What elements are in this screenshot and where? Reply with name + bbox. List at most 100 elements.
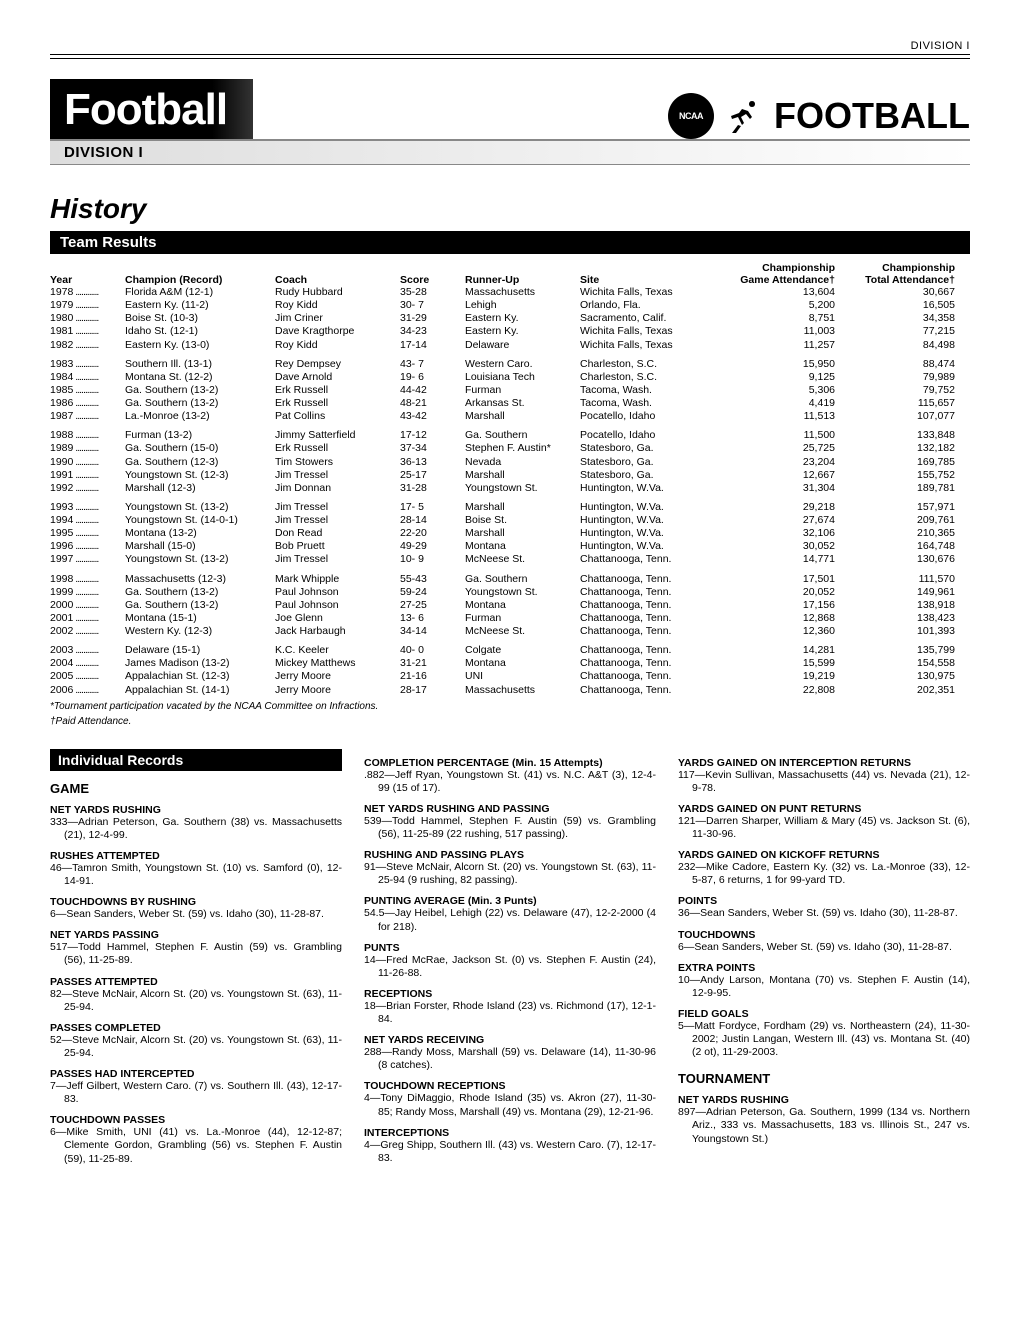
logo-row: NCAA FOOTBALL bbox=[668, 93, 970, 139]
runner-icon bbox=[724, 95, 764, 138]
record-heading: FIELD GOALS bbox=[678, 1008, 970, 1020]
record-body: 91—Steve McNair, Alcorn St. (20) vs. You… bbox=[364, 861, 656, 887]
table-row: 1987La.-Monroe (13-2)Pat Collins43-42Mar… bbox=[50, 410, 970, 423]
record-body: 18—Brian Forster, Rhode Island (23) vs. … bbox=[364, 1000, 656, 1026]
record-body: 54.5—Jay Heibel, Lehigh (22) vs. Delawar… bbox=[364, 907, 656, 933]
record-heading: RUSHES ATTEMPTED bbox=[50, 850, 342, 862]
record-body: 14—Fred McRae, Jackson St. (0) vs. Steph… bbox=[364, 954, 656, 980]
record-body: 10—Andy Larson, Montana (70) vs. Stephen… bbox=[678, 974, 970, 1000]
record-body: 46—Tamron Smith, Youngstown St. (10) vs.… bbox=[50, 862, 342, 888]
table-row: 1997Youngstown St. (13-2)Jim Tressel10- … bbox=[50, 553, 970, 566]
table-row: 1993Youngstown St. (13-2)Jim Tressel17- … bbox=[50, 501, 970, 514]
col-runner: Runner-Up bbox=[465, 274, 580, 286]
record-body: 82—Steve McNair, Alcorn St. (20) vs. You… bbox=[50, 988, 342, 1014]
col-year: Year bbox=[50, 274, 125, 286]
table-header-row: Year Champion (Record) Coach Score Runne… bbox=[50, 262, 970, 286]
ncaa-logo-icon: NCAA bbox=[668, 93, 714, 139]
record-body: 517—Todd Hammel, Stephen F. Austin (59) … bbox=[50, 941, 342, 967]
record-heading: PASSES HAD INTERCEPTED bbox=[50, 1068, 342, 1080]
record-heading: PUNTING AVERAGE (Min. 3 Punts) bbox=[364, 895, 656, 907]
record-body: 52—Steve McNair, Alcorn St. (20) vs. You… bbox=[50, 1034, 342, 1060]
table-row: 2002Western Ky. (12-3)Jack Harbaugh34-14… bbox=[50, 625, 970, 638]
record-body: 5—Matt Fordyce, Fordham (29) vs. Northea… bbox=[678, 1020, 970, 1059]
record-body: 36—Sean Sanders, Weber St. (59) vs. Idah… bbox=[678, 907, 970, 920]
record-heading: PUNTS bbox=[364, 942, 656, 954]
footnote-2: †Paid Attendance. bbox=[50, 716, 970, 727]
record-heading: RECEPTIONS bbox=[364, 988, 656, 1000]
record-body: 4—Greg Shipp, Southern Ill. (43) vs. Wes… bbox=[364, 1139, 656, 1165]
record-heading: NET YARDS PASSING bbox=[50, 929, 342, 941]
table-row: 2001Montana (15-1)Joe Glenn13- 6FurmanCh… bbox=[50, 612, 970, 625]
football-logo-text: FOOTBALL bbox=[774, 95, 970, 137]
table-row: 1989Ga. Southern (15-0)Erk Russell37-34S… bbox=[50, 442, 970, 455]
record-heading: YARDS GAINED ON PUNT RETURNS bbox=[678, 803, 970, 815]
record-heading: TOUCHDOWNS BY RUSHING bbox=[50, 896, 342, 908]
col-att1: ChampionshipGame Attendance† bbox=[715, 262, 835, 286]
records-col-1: Individual Records GAME NET YARDS RUSHIN… bbox=[50, 749, 342, 1166]
col-coach: Coach bbox=[275, 274, 400, 286]
record-heading: TOUCHDOWNS bbox=[678, 929, 970, 941]
tournament-heading: TOURNAMENT bbox=[678, 1071, 970, 1086]
team-results-table: Year Champion (Record) Coach Score Runne… bbox=[50, 262, 970, 697]
table-row: 2000Ga. Southern (13-2)Paul Johnson27-25… bbox=[50, 599, 970, 612]
record-heading: NET YARDS RECEIVING bbox=[364, 1034, 656, 1046]
table-row: 1995Montana (13-2)Don Read22-20MarshallH… bbox=[50, 527, 970, 540]
team-results-bar: Team Results bbox=[50, 231, 970, 254]
table-row: 1986Ga. Southern (13-2)Erk Russell48-21A… bbox=[50, 397, 970, 410]
record-body: 7—Jeff Gilbert, Western Caro. (7) vs. So… bbox=[50, 1080, 342, 1106]
records-col-3: YARDS GAINED ON INTERCEPTION RETURNS117—… bbox=[678, 749, 970, 1166]
record-body: 232—Mike Cadore, Eastern Ky. (32) vs. La… bbox=[678, 861, 970, 887]
table-row: 1980Boise St. (10-3)Jim Criner31-29Easte… bbox=[50, 312, 970, 325]
table-row: 1990Ga. Southern (12-3)Tim Stowers36-13N… bbox=[50, 456, 970, 469]
record-heading: YARDS GAINED ON INTERCEPTION RETURNS bbox=[678, 757, 970, 769]
table-row: 2004James Madison (13-2)Mickey Matthews3… bbox=[50, 657, 970, 670]
col-champion: Champion (Record) bbox=[125, 274, 275, 286]
game-heading: GAME bbox=[50, 781, 342, 796]
records-columns: Individual Records GAME NET YARDS RUSHIN… bbox=[50, 749, 970, 1166]
table-row: 1984Montana St. (12-2)Dave Arnold19- 6Lo… bbox=[50, 371, 970, 384]
record-body: 4—Tony DiMaggio, Rhode Island (35) vs. A… bbox=[364, 1092, 656, 1118]
table-row: 1982Eastern Ky. (13-0)Roy Kidd17-14Delaw… bbox=[50, 339, 970, 352]
table-row: 1981Idaho St. (12-1)Dave Kragthorpe34-23… bbox=[50, 325, 970, 338]
title-row: Football NCAA FOOTBALL bbox=[50, 79, 970, 139]
table-row: 1992Marshall (12-3)Jim Donnan31-28Youngs… bbox=[50, 482, 970, 495]
table-row: 1996Marshall (15-0)Bob Pruett49-29Montan… bbox=[50, 540, 970, 553]
table-row: 1985Ga. Southern (13-2)Erk Russell44-42F… bbox=[50, 384, 970, 397]
header-rule bbox=[50, 58, 970, 59]
record-heading: PASSES ATTEMPTED bbox=[50, 976, 342, 988]
records-col-2: COMPLETION PERCENTAGE (Min. 15 Attempts)… bbox=[364, 749, 656, 1166]
record-heading: EXTRA POINTS bbox=[678, 962, 970, 974]
table-row: 2005Appalachian St. (12-3)Jerry Moore21-… bbox=[50, 670, 970, 683]
table-row: 1988Furman (13-2)Jimmy Satterfield17-12G… bbox=[50, 429, 970, 442]
record-body: 539—Todd Hammel, Stephen F. Austin (59) … bbox=[364, 815, 656, 841]
record-body: 288—Randy Moss, Marshall (59) vs. Delawa… bbox=[364, 1046, 656, 1072]
record-heading: TOUCHDOWN RECEPTIONS bbox=[364, 1080, 656, 1092]
col-score: Score bbox=[400, 274, 465, 286]
record-heading: RUSHING AND PASSING PLAYS bbox=[364, 849, 656, 861]
page-title: Football bbox=[50, 79, 253, 139]
table-row: 1998Massachusetts (12-3)Mark Whipple55-4… bbox=[50, 573, 970, 586]
col-att2: ChampionshipTotal Attendance† bbox=[835, 262, 955, 286]
record-body: 333—Adrian Peterson, Ga. Southern (38) v… bbox=[50, 816, 342, 842]
table-row: 1994Youngstown St. (14-0-1)Jim Tressel28… bbox=[50, 514, 970, 527]
record-heading: POINTS bbox=[678, 895, 970, 907]
table-row: 1999Ga. Southern (13-2)Paul Johnson59-24… bbox=[50, 586, 970, 599]
record-body: 117—Kevin Sullivan, Massachusetts (44) v… bbox=[678, 769, 970, 795]
table-row: 1978Florida A&M (12-1)Rudy Hubbard35-28M… bbox=[50, 286, 970, 299]
record-body: 6—Sean Sanders, Weber St. (59) vs. Idaho… bbox=[50, 908, 342, 921]
record-heading: TOUCHDOWN PASSES bbox=[50, 1114, 342, 1126]
footnote-1: *Tournament participation vacated by the… bbox=[50, 701, 970, 712]
individual-records-bar: Individual Records bbox=[50, 749, 342, 771]
record-body: .882—Jeff Ryan, Youngstown St. (41) vs. … bbox=[364, 769, 656, 795]
title-left: Football bbox=[50, 79, 253, 139]
col-site: Site bbox=[580, 274, 715, 286]
table-row: 1983Southern Ill. (13-1)Rey Dempsey43- 7… bbox=[50, 358, 970, 371]
record-heading: NET YARDS RUSHING bbox=[50, 804, 342, 816]
division-bar: DIVISION I bbox=[50, 139, 970, 165]
history-heading: History bbox=[50, 193, 970, 225]
table-row: 2003Delaware (15-1)K.C. Keeler40- 0Colga… bbox=[50, 644, 970, 657]
table-row: 1991Youngstown St. (12-3)Jim Tressel25-1… bbox=[50, 469, 970, 482]
record-heading: NET YARDS RUSHING AND PASSING bbox=[364, 803, 656, 815]
record-heading: NET YARDS RUSHING bbox=[678, 1094, 970, 1106]
record-body: 6—Mike Smith, UNI (41) vs. La.-Monroe (4… bbox=[50, 1126, 342, 1165]
